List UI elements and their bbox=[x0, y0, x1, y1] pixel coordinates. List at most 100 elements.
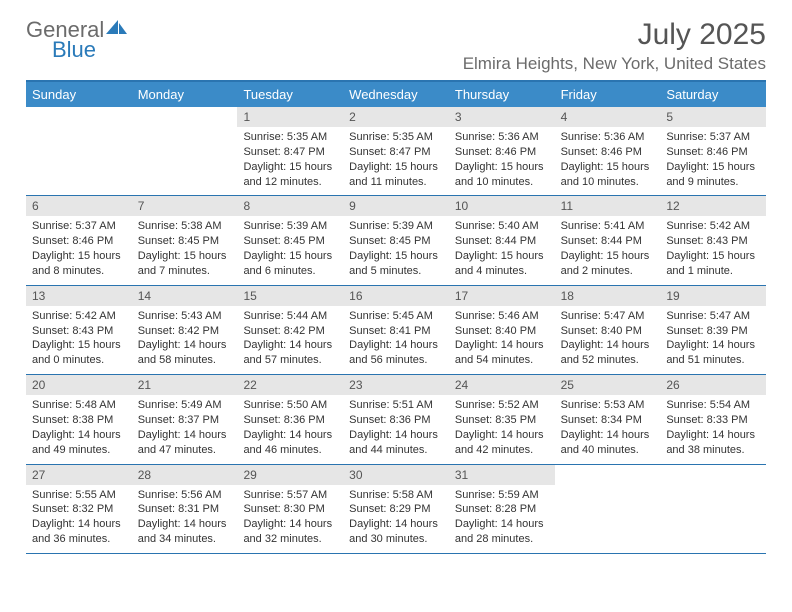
day-cell: 28Sunrise: 5:56 AMSunset: 8:31 PMDayligh… bbox=[132, 465, 238, 553]
day-cell: 27Sunrise: 5:55 AMSunset: 8:32 PMDayligh… bbox=[26, 465, 132, 553]
logo-text-blue: Blue bbox=[52, 38, 128, 61]
day-number: 3 bbox=[449, 107, 555, 127]
day-content: Sunrise: 5:51 AMSunset: 8:36 PMDaylight:… bbox=[343, 395, 449, 463]
day-content: Sunrise: 5:45 AMSunset: 8:41 PMDaylight:… bbox=[343, 306, 449, 374]
weeks-container: ....1Sunrise: 5:35 AMSunset: 8:47 PMDayl… bbox=[26, 107, 766, 554]
day-number: 27 bbox=[26, 465, 132, 485]
day-number: 8 bbox=[237, 196, 343, 216]
day-cell: 5Sunrise: 5:37 AMSunset: 8:46 PMDaylight… bbox=[660, 107, 766, 195]
day-header-wednesday: Wednesday bbox=[343, 82, 449, 107]
day-number: 14 bbox=[132, 286, 238, 306]
day-content: Sunrise: 5:49 AMSunset: 8:37 PMDaylight:… bbox=[132, 395, 238, 463]
location: Elmira Heights, New York, United States bbox=[463, 54, 766, 74]
day-number: 5 bbox=[660, 107, 766, 127]
day-number: 29 bbox=[237, 465, 343, 485]
day-cell: 18Sunrise: 5:47 AMSunset: 8:40 PMDayligh… bbox=[555, 286, 661, 374]
day-number: 25 bbox=[555, 375, 661, 395]
day-content: Sunrise: 5:35 AMSunset: 8:47 PMDaylight:… bbox=[343, 127, 449, 195]
day-content: Sunrise: 5:57 AMSunset: 8:30 PMDaylight:… bbox=[237, 485, 343, 553]
day-cell: 26Sunrise: 5:54 AMSunset: 8:33 PMDayligh… bbox=[660, 375, 766, 463]
day-number: 23 bbox=[343, 375, 449, 395]
day-number: 2 bbox=[343, 107, 449, 127]
day-number: 30 bbox=[343, 465, 449, 485]
day-cell: 23Sunrise: 5:51 AMSunset: 8:36 PMDayligh… bbox=[343, 375, 449, 463]
day-cell: 31Sunrise: 5:59 AMSunset: 8:28 PMDayligh… bbox=[449, 465, 555, 553]
day-content: Sunrise: 5:55 AMSunset: 8:32 PMDaylight:… bbox=[26, 485, 132, 553]
day-cell: 4Sunrise: 5:36 AMSunset: 8:46 PMDaylight… bbox=[555, 107, 661, 195]
day-cell: .. bbox=[132, 107, 238, 195]
day-content: Sunrise: 5:40 AMSunset: 8:44 PMDaylight:… bbox=[449, 216, 555, 284]
day-number: 24 bbox=[449, 375, 555, 395]
day-cell: 3Sunrise: 5:36 AMSunset: 8:46 PMDaylight… bbox=[449, 107, 555, 195]
day-header-thursday: Thursday bbox=[449, 82, 555, 107]
logo: GeneralBlue bbox=[26, 18, 128, 61]
day-number: 21 bbox=[132, 375, 238, 395]
day-cell: 25Sunrise: 5:53 AMSunset: 8:34 PMDayligh… bbox=[555, 375, 661, 463]
day-cell: 19Sunrise: 5:47 AMSunset: 8:39 PMDayligh… bbox=[660, 286, 766, 374]
day-cell: 17Sunrise: 5:46 AMSunset: 8:40 PMDayligh… bbox=[449, 286, 555, 374]
day-cell: 30Sunrise: 5:58 AMSunset: 8:29 PMDayligh… bbox=[343, 465, 449, 553]
day-content: Sunrise: 5:56 AMSunset: 8:31 PMDaylight:… bbox=[132, 485, 238, 553]
day-cell: .. bbox=[555, 465, 661, 553]
day-header-saturday: Saturday bbox=[660, 82, 766, 107]
day-content: Sunrise: 5:58 AMSunset: 8:29 PMDaylight:… bbox=[343, 485, 449, 553]
day-number: 10 bbox=[449, 196, 555, 216]
week-row: 20Sunrise: 5:48 AMSunset: 8:38 PMDayligh… bbox=[26, 375, 766, 464]
day-content: Sunrise: 5:48 AMSunset: 8:38 PMDaylight:… bbox=[26, 395, 132, 463]
day-number: 9 bbox=[343, 196, 449, 216]
day-content: Sunrise: 5:38 AMSunset: 8:45 PMDaylight:… bbox=[132, 216, 238, 284]
day-content: Sunrise: 5:42 AMSunset: 8:43 PMDaylight:… bbox=[660, 216, 766, 284]
day-cell: .. bbox=[660, 465, 766, 553]
day-content: Sunrise: 5:39 AMSunset: 8:45 PMDaylight:… bbox=[343, 216, 449, 284]
day-cell: 11Sunrise: 5:41 AMSunset: 8:44 PMDayligh… bbox=[555, 196, 661, 284]
week-row: 6Sunrise: 5:37 AMSunset: 8:46 PMDaylight… bbox=[26, 196, 766, 285]
day-cell: 6Sunrise: 5:37 AMSunset: 8:46 PMDaylight… bbox=[26, 196, 132, 284]
day-content: Sunrise: 5:53 AMSunset: 8:34 PMDaylight:… bbox=[555, 395, 661, 463]
day-cell: .. bbox=[26, 107, 132, 195]
day-content: Sunrise: 5:47 AMSunset: 8:40 PMDaylight:… bbox=[555, 306, 661, 374]
day-content: Sunrise: 5:54 AMSunset: 8:33 PMDaylight:… bbox=[660, 395, 766, 463]
day-cell: 22Sunrise: 5:50 AMSunset: 8:36 PMDayligh… bbox=[237, 375, 343, 463]
day-content: Sunrise: 5:39 AMSunset: 8:45 PMDaylight:… bbox=[237, 216, 343, 284]
day-number: 7 bbox=[132, 196, 238, 216]
day-content: Sunrise: 5:44 AMSunset: 8:42 PMDaylight:… bbox=[237, 306, 343, 374]
day-content: Sunrise: 5:52 AMSunset: 8:35 PMDaylight:… bbox=[449, 395, 555, 463]
day-number: 22 bbox=[237, 375, 343, 395]
day-cell: 21Sunrise: 5:49 AMSunset: 8:37 PMDayligh… bbox=[132, 375, 238, 463]
day-cell: 12Sunrise: 5:42 AMSunset: 8:43 PMDayligh… bbox=[660, 196, 766, 284]
day-cell: 10Sunrise: 5:40 AMSunset: 8:44 PMDayligh… bbox=[449, 196, 555, 284]
day-number: 19 bbox=[660, 286, 766, 306]
day-number: 1 bbox=[237, 107, 343, 127]
day-header-sunday: Sunday bbox=[26, 82, 132, 107]
day-number: 13 bbox=[26, 286, 132, 306]
day-header-friday: Friday bbox=[555, 82, 661, 107]
day-number: 20 bbox=[26, 375, 132, 395]
day-cell: 14Sunrise: 5:43 AMSunset: 8:42 PMDayligh… bbox=[132, 286, 238, 374]
week-row: 13Sunrise: 5:42 AMSunset: 8:43 PMDayligh… bbox=[26, 286, 766, 375]
day-cell: 8Sunrise: 5:39 AMSunset: 8:45 PMDaylight… bbox=[237, 196, 343, 284]
day-number: 26 bbox=[660, 375, 766, 395]
header: GeneralBlue July 2025Elmira Heights, New … bbox=[26, 18, 766, 74]
day-content: Sunrise: 5:43 AMSunset: 8:42 PMDaylight:… bbox=[132, 306, 238, 374]
day-content: Sunrise: 5:37 AMSunset: 8:46 PMDaylight:… bbox=[660, 127, 766, 195]
day-number: 18 bbox=[555, 286, 661, 306]
day-content: Sunrise: 5:46 AMSunset: 8:40 PMDaylight:… bbox=[449, 306, 555, 374]
day-cell: 29Sunrise: 5:57 AMSunset: 8:30 PMDayligh… bbox=[237, 465, 343, 553]
day-number: 6 bbox=[26, 196, 132, 216]
day-number: 15 bbox=[237, 286, 343, 306]
day-cell: 20Sunrise: 5:48 AMSunset: 8:38 PMDayligh… bbox=[26, 375, 132, 463]
month-title: July 2025 bbox=[463, 18, 766, 52]
title-block: July 2025Elmira Heights, New York, Unite… bbox=[463, 18, 766, 74]
day-content: Sunrise: 5:59 AMSunset: 8:28 PMDaylight:… bbox=[449, 485, 555, 553]
day-cell: 7Sunrise: 5:38 AMSunset: 8:45 PMDaylight… bbox=[132, 196, 238, 284]
week-row: ....1Sunrise: 5:35 AMSunset: 8:47 PMDayl… bbox=[26, 107, 766, 196]
day-header-row: Sunday Monday Tuesday Wednesday Thursday… bbox=[26, 82, 766, 107]
day-header-monday: Monday bbox=[132, 82, 238, 107]
day-cell: 15Sunrise: 5:44 AMSunset: 8:42 PMDayligh… bbox=[237, 286, 343, 374]
day-cell: 13Sunrise: 5:42 AMSunset: 8:43 PMDayligh… bbox=[26, 286, 132, 374]
day-number: 28 bbox=[132, 465, 238, 485]
day-cell: 9Sunrise: 5:39 AMSunset: 8:45 PMDaylight… bbox=[343, 196, 449, 284]
day-number: 31 bbox=[449, 465, 555, 485]
day-number: 16 bbox=[343, 286, 449, 306]
day-content: Sunrise: 5:50 AMSunset: 8:36 PMDaylight:… bbox=[237, 395, 343, 463]
